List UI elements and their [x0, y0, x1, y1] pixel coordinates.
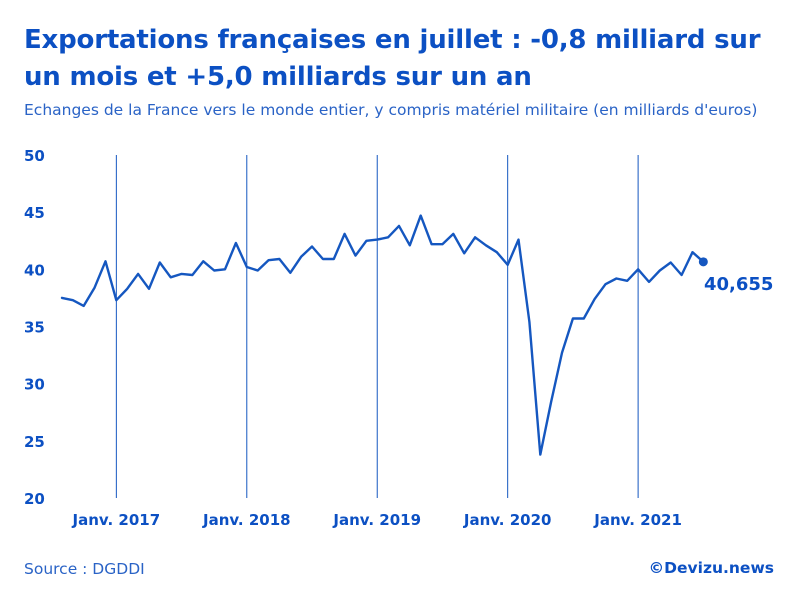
chart-title: Exportations françaises en juillet : -0,…	[24, 25, 761, 92]
y-tick-label: 30	[24, 376, 45, 394]
chart-subtitle: Echanges de la France vers le monde enti…	[24, 101, 758, 119]
brand-credit: ©Devizu.news	[648, 559, 774, 577]
y-tick-label: 40	[24, 261, 45, 279]
x-axis-ticks: Janv. 2017 Janv. 2018 Janv. 2019 Janv. 2020…	[72, 511, 682, 529]
x-tick-label: Janv. 2020	[463, 511, 552, 529]
series-line-exportations	[60, 214, 705, 456]
last-value-point	[698, 257, 708, 267]
y-tick-label: 45	[24, 204, 45, 222]
x-tick-label: Janv. 2018	[202, 511, 291, 529]
y-tick-label: 50	[24, 147, 45, 165]
x-tick-label: Janv. 2019	[332, 511, 421, 529]
last-value-label: 40,655	[704, 274, 773, 295]
x-tick-label: Janv. 2021	[593, 511, 682, 529]
source-note: Source : DGDDI	[24, 560, 145, 578]
x-tick-label: Janv. 2017	[72, 511, 161, 529]
y-tick-label: 35	[24, 319, 45, 337]
grid-lines	[115, 155, 639, 498]
y-tick-label: 25	[24, 433, 45, 451]
y-axis-ticks: 20 25 30 35 40 45 50	[24, 147, 45, 508]
series-layer: 40,655	[60, 214, 773, 456]
y-tick-label: 20	[24, 490, 45, 508]
